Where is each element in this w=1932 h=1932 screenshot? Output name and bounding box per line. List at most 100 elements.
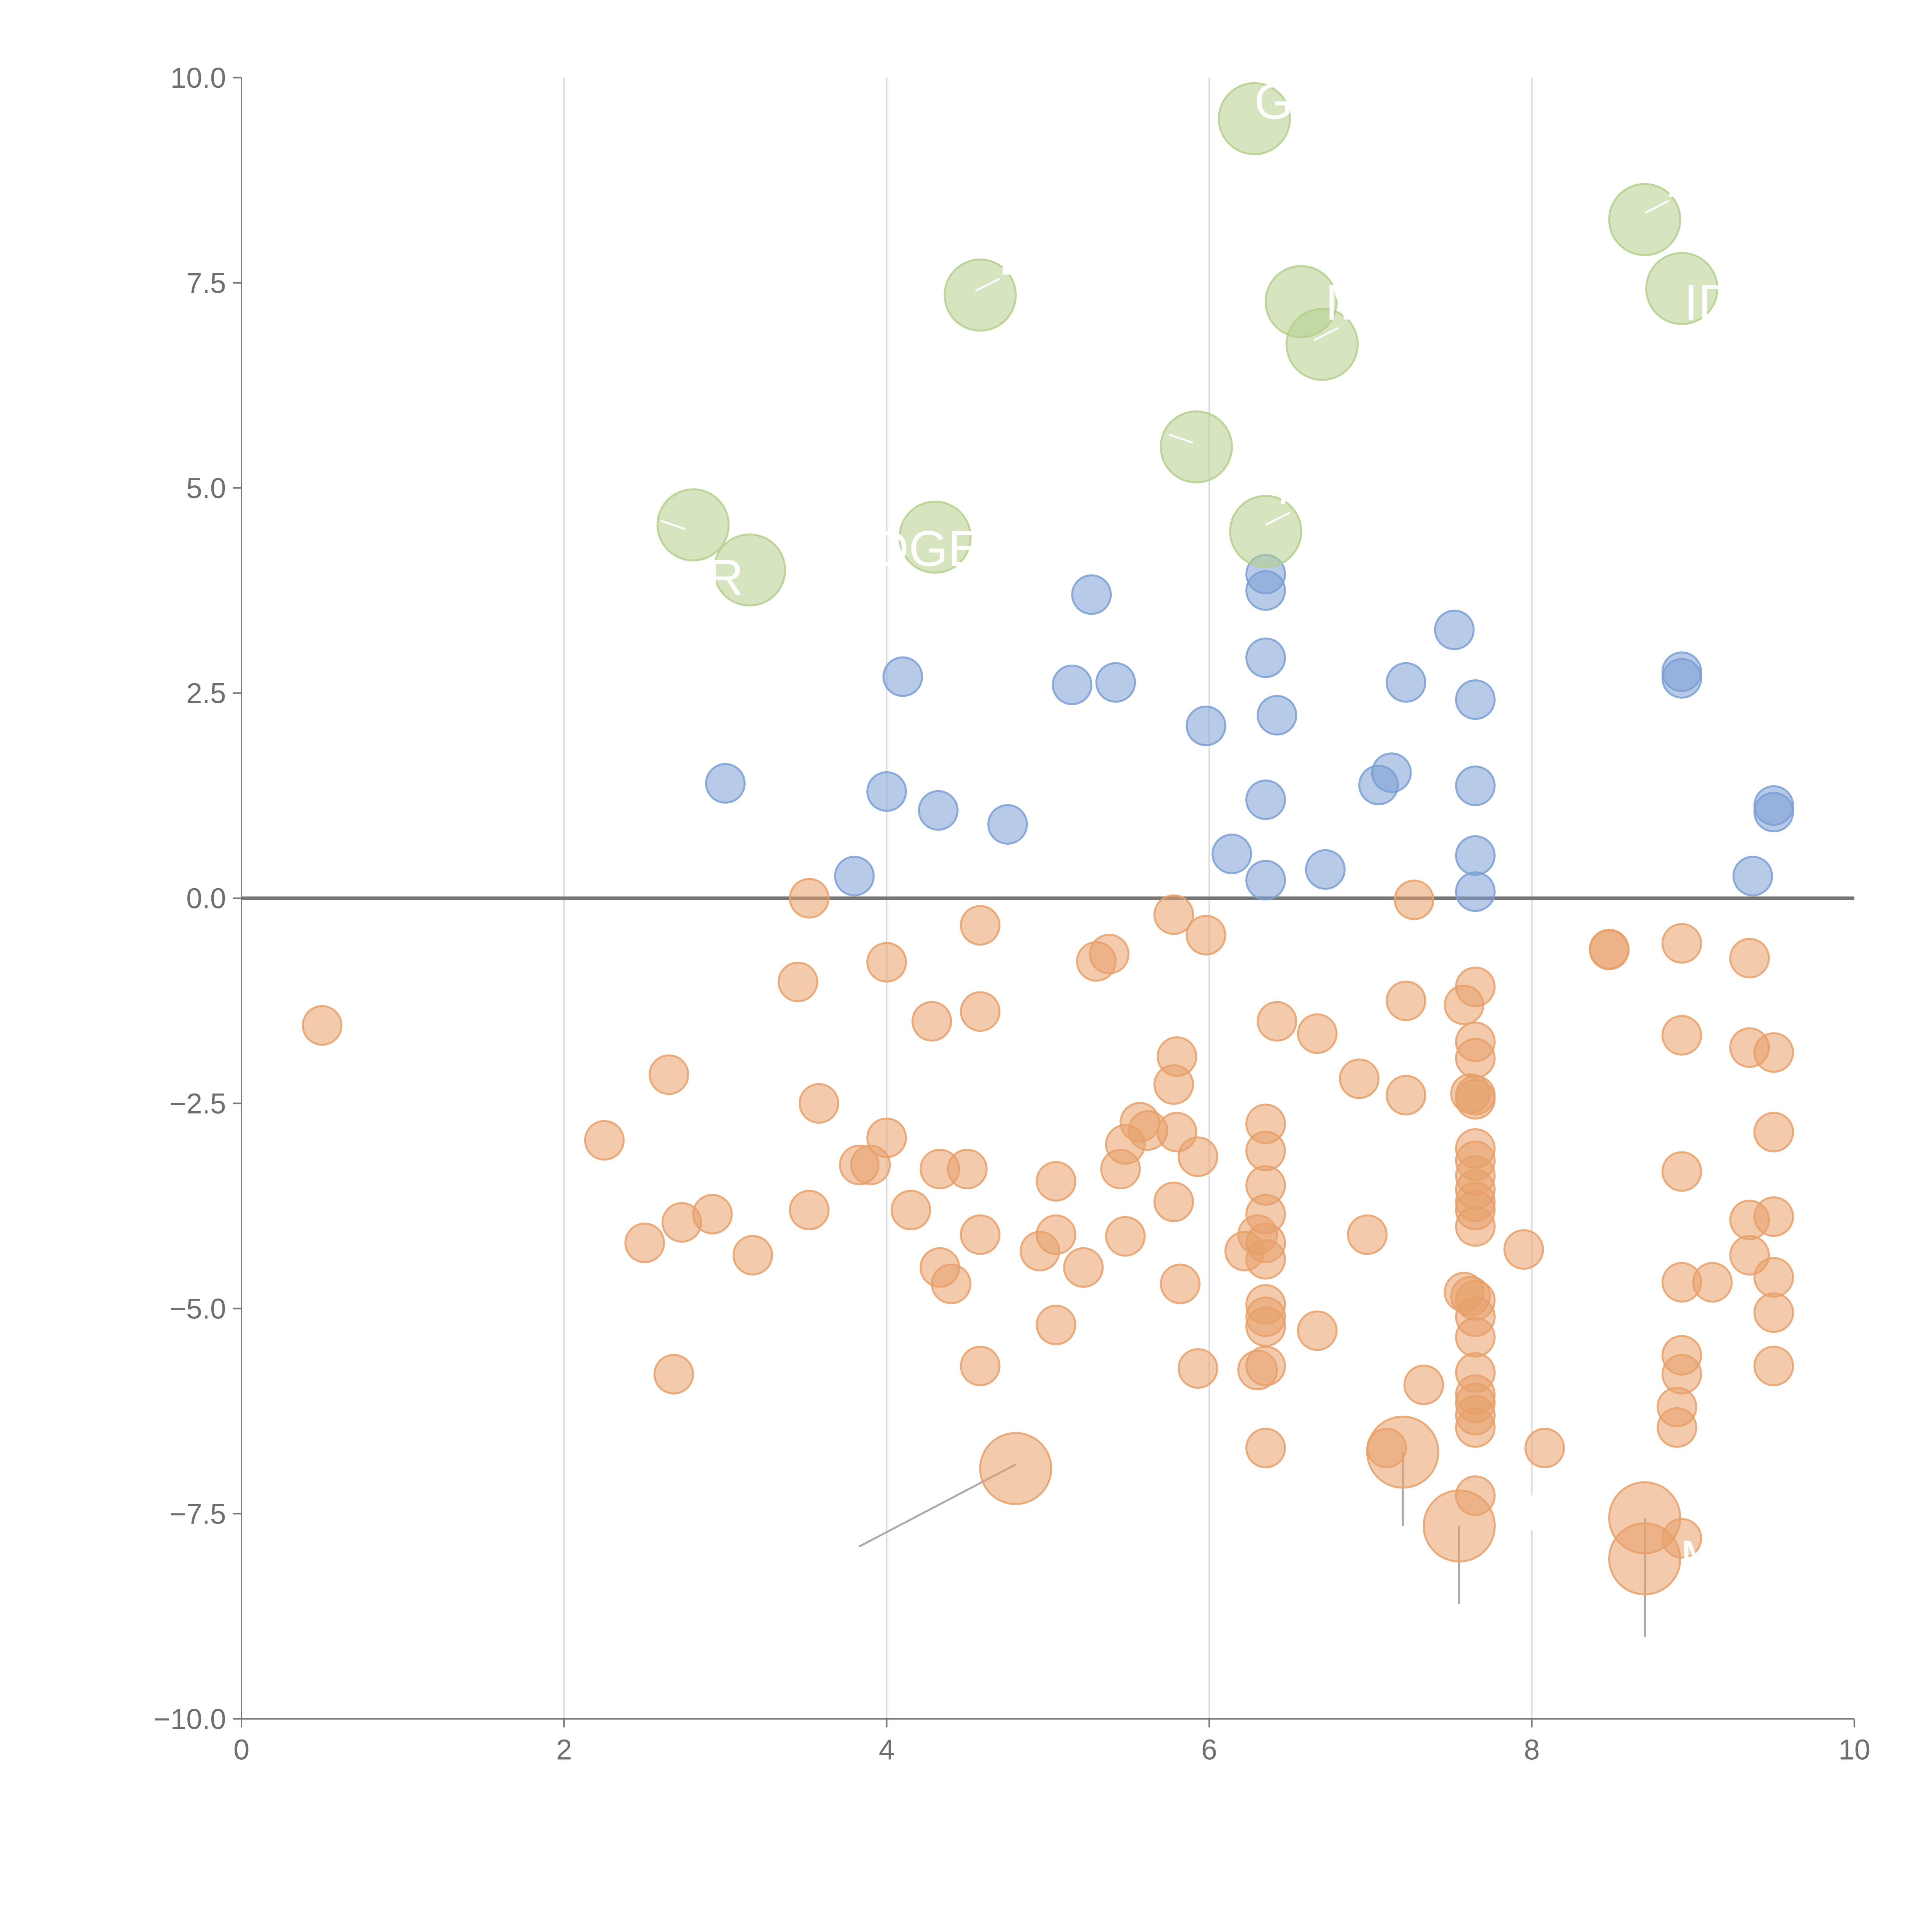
large-data-point xyxy=(1608,183,1681,256)
data-point xyxy=(1455,835,1496,876)
data-point xyxy=(1524,1428,1565,1469)
data-point xyxy=(1371,752,1412,793)
data-point xyxy=(1656,1407,1697,1448)
y-tick-label: 0.0 xyxy=(186,883,226,915)
annotation-label: G xyxy=(1254,73,1293,129)
data-point xyxy=(947,1148,988,1189)
data-point xyxy=(1434,609,1475,650)
leader-line xyxy=(1168,434,1194,444)
data-point xyxy=(931,1264,972,1304)
data-point xyxy=(584,1120,625,1161)
data-point xyxy=(1245,779,1286,820)
data-point xyxy=(960,905,1001,946)
data-point xyxy=(732,1235,773,1276)
annotation-label: M xyxy=(1277,459,1319,515)
data-point xyxy=(1177,1348,1218,1389)
data-point xyxy=(1185,915,1226,956)
leader-line xyxy=(660,520,685,530)
data-point xyxy=(1347,1214,1388,1255)
data-point xyxy=(866,771,907,812)
data-point xyxy=(1257,1001,1298,1042)
x-tick-label: 10 xyxy=(1838,1733,1870,1765)
data-point xyxy=(648,1054,689,1095)
large-data-point xyxy=(944,259,1017,332)
annotation-label: M xyxy=(1680,1530,1722,1586)
data-point xyxy=(1661,658,1702,699)
data-point xyxy=(1052,664,1093,705)
data-point xyxy=(1661,1015,1702,1056)
large-data-point xyxy=(1645,252,1718,325)
data-point xyxy=(1211,833,1252,874)
x-tick-label: 8 xyxy=(1524,1733,1540,1765)
data-point xyxy=(1661,1151,1702,1192)
data-point xyxy=(1153,1181,1194,1222)
data-point xyxy=(1063,1247,1104,1288)
data-point xyxy=(302,1005,343,1046)
data-point xyxy=(1753,1257,1794,1298)
data-point xyxy=(1403,1364,1444,1405)
data-point xyxy=(960,1214,1001,1255)
annotation-label: ID xyxy=(1684,274,1734,330)
data-point xyxy=(1185,706,1226,747)
data-point xyxy=(1095,662,1136,703)
y-tick-label: 5.0 xyxy=(186,472,226,504)
data-point xyxy=(705,763,746,804)
data-point xyxy=(1257,695,1298,736)
data-point xyxy=(1297,1013,1338,1054)
data-point xyxy=(1177,1136,1218,1177)
data-point xyxy=(866,1117,907,1158)
large-data-point xyxy=(1286,308,1359,381)
data-point xyxy=(1692,1262,1733,1303)
data-point xyxy=(1305,849,1346,890)
data-point xyxy=(1455,1038,1496,1079)
data-point xyxy=(1245,637,1286,678)
y-tick-label: 2.5 xyxy=(186,677,226,709)
annotation-label: INC xyxy=(1513,1485,1599,1541)
data-point xyxy=(1753,792,1794,833)
data-point xyxy=(1455,1079,1496,1120)
y-tick-label: −2.5 xyxy=(170,1088,226,1120)
data-point xyxy=(1455,679,1496,720)
data-point xyxy=(777,961,818,1002)
x-tick-label: 6 xyxy=(1201,1733,1217,1765)
data-point xyxy=(1156,1036,1197,1077)
y-tick-label: 10.0 xyxy=(170,62,226,94)
y-tick-label: 7.5 xyxy=(186,267,226,299)
large-data-point xyxy=(713,533,786,607)
data-point xyxy=(653,1354,694,1395)
data-point xyxy=(960,1345,1001,1386)
data-point xyxy=(912,1001,952,1042)
axis-layer: 0 2 4 6 8 10 10.0 7.5 5.0 2.5 0.0 −2.5 −5.0 −7.5 −10.0 xyxy=(154,62,1871,1765)
data-point xyxy=(1394,879,1435,920)
x-tick-label: 4 xyxy=(879,1733,895,1765)
data-point xyxy=(834,855,875,896)
x-tick-label: 0 xyxy=(233,1733,249,1765)
data-point xyxy=(1339,1058,1380,1099)
large-data-point xyxy=(1608,1522,1681,1595)
data-point xyxy=(692,1194,733,1235)
large-data-point xyxy=(1229,495,1303,568)
data-point xyxy=(1245,1306,1286,1347)
leader-line xyxy=(1265,512,1291,526)
leader-line xyxy=(975,277,1000,292)
data-point xyxy=(1753,1345,1794,1386)
data-point xyxy=(1455,765,1496,806)
large-data-point xyxy=(1218,82,1291,155)
data-point xyxy=(1455,966,1496,1007)
annotation-label: R xyxy=(707,549,743,605)
data-point xyxy=(1661,1354,1702,1395)
annotation-label: DGE xyxy=(872,520,981,577)
data-point xyxy=(960,991,1001,1032)
data-point xyxy=(1386,1075,1427,1116)
data-point xyxy=(624,1223,665,1264)
data-point xyxy=(1455,1407,1496,1448)
y-tick-label: −10.0 xyxy=(154,1703,226,1735)
data-point xyxy=(1245,1345,1286,1386)
data-point xyxy=(1245,1428,1286,1469)
annotation-label: L xyxy=(998,229,1026,286)
data-point xyxy=(1455,1206,1496,1247)
data-point xyxy=(1036,1304,1077,1345)
x-tick-label: 2 xyxy=(556,1733,572,1765)
data-point xyxy=(1153,894,1194,935)
